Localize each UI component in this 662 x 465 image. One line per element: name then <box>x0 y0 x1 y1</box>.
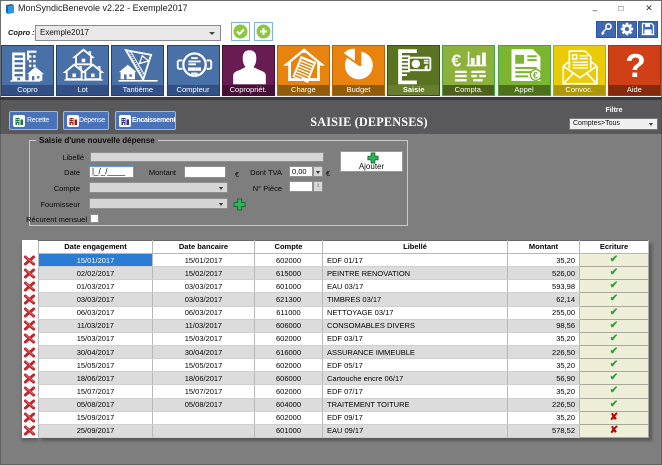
svg-text:€: € <box>532 70 537 80</box>
svg-text:€: € <box>452 51 462 71</box>
svg-text:?: ? <box>625 48 645 85</box>
